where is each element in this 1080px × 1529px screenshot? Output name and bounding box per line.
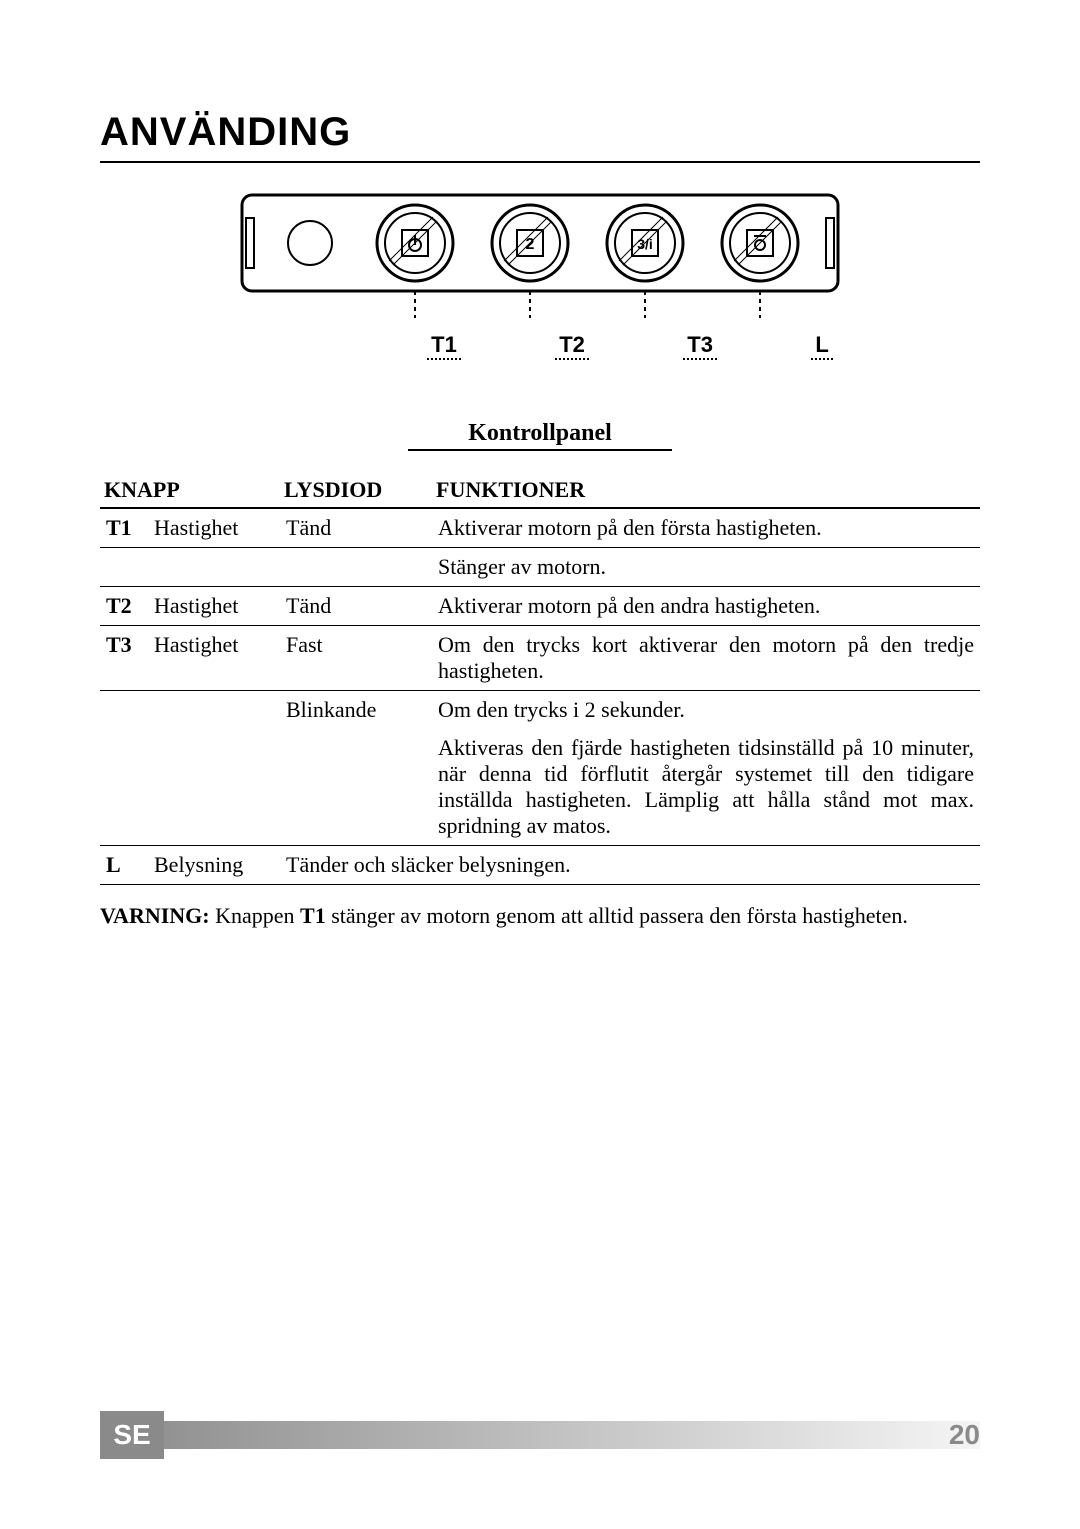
page-title: ANVÄNDING	[100, 110, 980, 163]
footer-lang: SE	[100, 1411, 164, 1459]
dial-t2: 2	[492, 205, 568, 318]
row-lysdiod: Blinkande	[280, 691, 432, 730]
dial-label: L	[811, 332, 832, 360]
document-page: ANVÄNDING 2	[0, 0, 1080, 1529]
footer-bar	[100, 1421, 980, 1449]
table-row: T2HastighetTändAktiverar motorn på den a…	[100, 587, 980, 626]
row-funk: Aktiverar motorn på den andra hastighete…	[432, 587, 980, 626]
panel-dial-labels: T1 T2 T3 L	[380, 332, 880, 360]
dial-label: T3	[683, 332, 717, 360]
dial-l	[722, 205, 798, 318]
warning-note: VARNING: Knappen T1 stänger av motorn ge…	[100, 903, 980, 929]
dial-t3: 3/i	[607, 205, 683, 318]
table-row: Aktiveras den fjärde hastigheten tidsins…	[100, 729, 980, 846]
row-id	[100, 548, 148, 587]
page-footer: SE 20	[0, 1411, 1080, 1459]
row-knapp: Hastighet	[148, 626, 280, 691]
row-funk: Om den trycks i 2 sekunder.	[432, 691, 980, 730]
table-row: BlinkandeOm den trycks i 2 sekunder.	[100, 691, 980, 730]
functions-table: KNAPP LYSDIOD FUNKTIONER T1HastighetTänd…	[100, 471, 980, 885]
footer-page: 20	[949, 1411, 980, 1459]
table-row: LBelysningTänder och släcker belysningen…	[100, 846, 980, 885]
row-id: T2	[100, 587, 148, 626]
section-heading-wrap: Kontrollpanel	[100, 420, 980, 451]
dial-t1	[377, 205, 453, 318]
section-heading: Kontrollpanel	[408, 420, 672, 451]
row-knapp	[148, 548, 280, 587]
row-knapp	[148, 691, 280, 730]
row-knapp: Hastighet	[148, 508, 280, 548]
col-lysdiod: LYSDIOD	[280, 471, 432, 508]
row-knapp	[148, 729, 280, 846]
row-funk: Stänger av motorn.	[432, 548, 980, 587]
control-panel-svg: 2 3/i	[240, 193, 840, 323]
row-lysdiod: Fast	[280, 626, 432, 691]
row-knapp: Hastighet	[148, 587, 280, 626]
table-row: T3HastighetFastOm den trycks kort aktive…	[100, 626, 980, 691]
table-row: T1HastighetTändAktiverar motorn på den f…	[100, 508, 980, 548]
row-lysdiod: Tänd	[280, 508, 432, 548]
col-knapp: KNAPP	[100, 471, 280, 508]
row-funk: Aktiverar motorn på den första hastighet…	[432, 508, 980, 548]
control-panel-figure: 2 3/i	[240, 193, 840, 360]
row-knapp: Belysning	[148, 846, 280, 885]
row-id	[100, 729, 148, 846]
dial-label: T1	[427, 332, 461, 360]
row-id: L	[100, 846, 148, 885]
row-lysdiod	[280, 729, 432, 846]
col-funktioner: FUNKTIONER	[432, 471, 980, 508]
svg-text:3/i: 3/i	[637, 236, 653, 252]
row-funk: Aktiveras den fjärde hastigheten tidsins…	[432, 729, 980, 846]
row-lysdiod: Tänd	[280, 587, 432, 626]
warning-text-after: stänger av motorn genom att alltid passe…	[326, 903, 908, 928]
table-row: Stänger av motorn.	[100, 548, 980, 587]
row-funk: Tänder och släcker belysningen.	[280, 846, 980, 885]
warning-text-before: Knappen	[210, 903, 300, 928]
warning-bold: T1	[300, 903, 326, 928]
row-id	[100, 691, 148, 730]
row-id: T1	[100, 508, 148, 548]
row-id: T3	[100, 626, 148, 691]
row-lysdiod	[280, 548, 432, 587]
row-funk: Om den trycks kort aktiverar den motorn …	[432, 626, 980, 691]
dial-label: T2	[555, 332, 589, 360]
warning-label: VARNING:	[100, 903, 210, 928]
